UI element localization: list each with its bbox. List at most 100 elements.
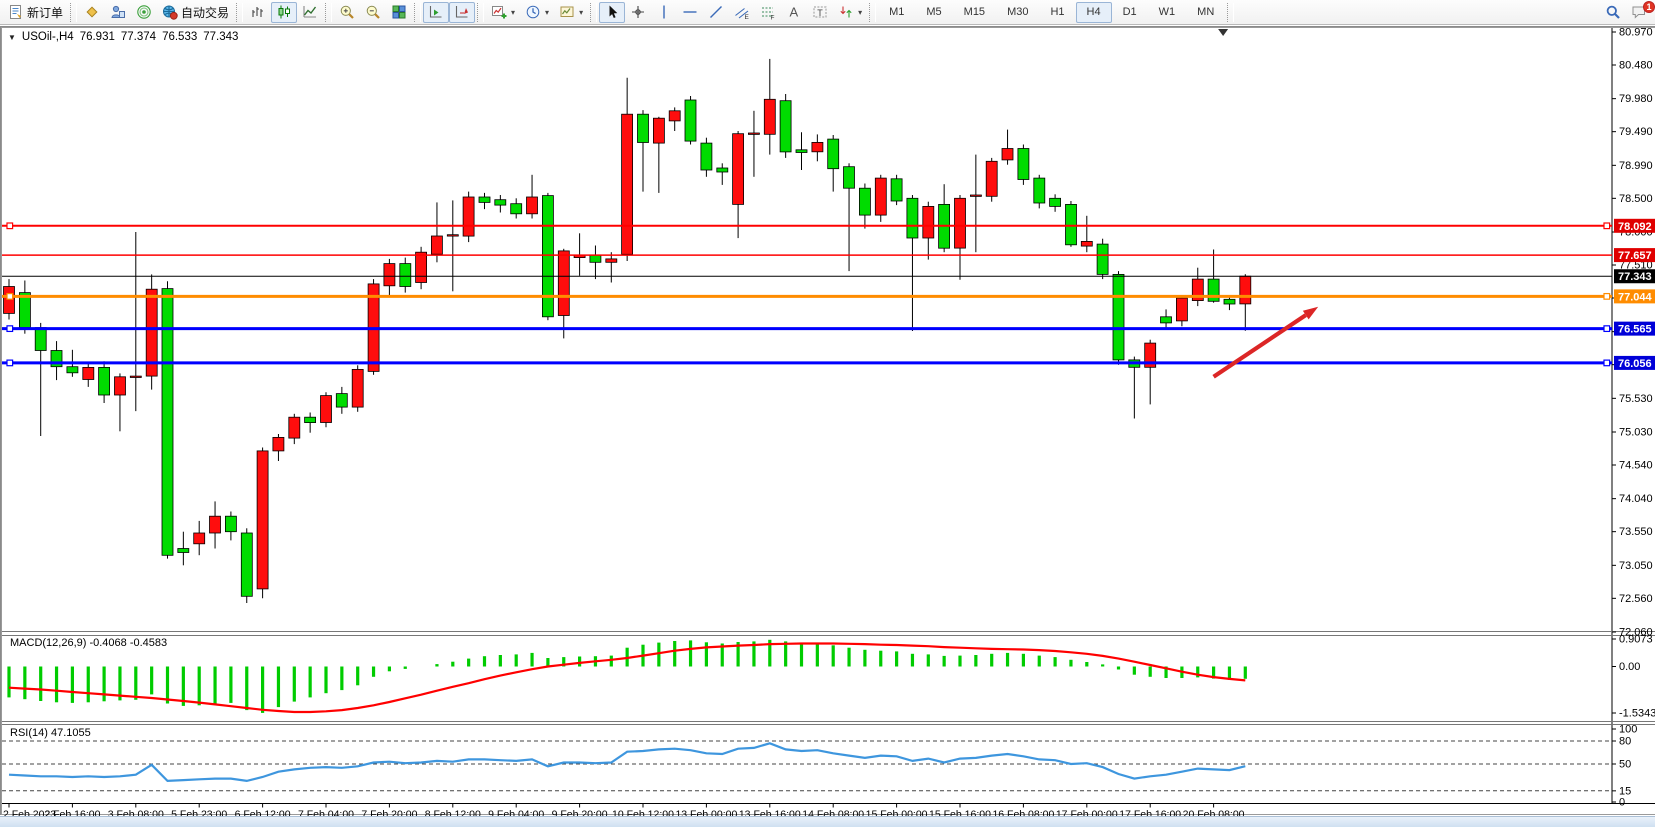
ohlc-close: 77.343 [203,31,239,43]
trendline-button[interactable] [703,2,729,23]
svg-text:77.657: 77.657 [1618,250,1652,262]
svg-text:10 Feb 12:00: 10 Feb 12:00 [612,809,674,817]
svg-text:6 Feb 12:00: 6 Feb 12:00 [235,809,291,817]
chart-shift-button[interactable] [423,1,450,23]
candlestick-button[interactable] [271,1,298,23]
crosshair-button[interactable] [625,2,651,23]
svg-text:F: F [771,15,775,21]
svg-text:75.530: 75.530 [1619,393,1653,405]
line-chart-icon [302,4,318,20]
rsi-panel[interactable] [2,740,1612,792]
label-icon: T [812,4,828,20]
templates-button[interactable]: ▾ [554,2,588,23]
svg-text:72.060: 72.060 [1619,626,1653,638]
fibonacci-button[interactable]: F [755,2,781,23]
shapes-button[interactable]: ▾ [833,2,867,23]
svg-text:73.550: 73.550 [1619,526,1653,538]
hline-button[interactable] [677,2,703,23]
text-button[interactable]: A [781,2,807,23]
new-order-button-label: 新订单 [27,5,64,20]
toolbar-separator [590,2,598,22]
toolbar-separator [325,2,333,22]
svg-text:9 Feb 20:00: 9 Feb 20:00 [552,809,608,817]
macd-axis[interactable]: 0.9073 0.00 -1.5343 [1612,634,1655,720]
indicators-button[interactable]: ▾ [486,2,520,23]
timeframe-m1-button[interactable]: M1 [878,2,915,23]
zoom-out-icon [365,4,381,20]
cursor-icon [604,4,620,20]
svg-text:-1.5343: -1.5343 [1619,707,1655,719]
toolbar-separator [414,2,422,22]
svg-text:80.970: 80.970 [1619,27,1653,39]
bar-chart-button[interactable] [245,2,271,23]
svg-text:0: 0 [1619,797,1625,809]
cursor-button[interactable] [599,1,626,23]
timeframe-mn-button[interactable]: MN [1186,2,1225,23]
svg-text:14 Feb 08:00: 14 Feb 08:00 [802,809,864,817]
toolbar-separator [70,2,78,22]
timeframe-m30-button[interactable]: M30 [996,2,1039,23]
svg-text:0.9073: 0.9073 [1619,634,1653,646]
svg-text:100: 100 [1619,724,1637,736]
svg-text:15: 15 [1619,785,1631,797]
hline-icon [682,4,698,20]
channel-button[interactable]: E [729,2,755,23]
new-order-button[interactable]: 新订单 [3,2,68,23]
line-chart-button[interactable] [297,2,323,23]
svg-text:13 Feb 00:00: 13 Feb 00:00 [675,809,737,817]
label-button[interactable]: T [807,2,833,23]
macd-panel[interactable] [7,639,1247,714]
zoom-in-button[interactable] [334,2,360,23]
strategy-tester-button[interactable] [105,2,131,23]
text-icon: A [786,4,802,20]
trendline-icon [708,4,724,20]
chat-button[interactable]: 1 [1626,0,1655,23]
hline-price-badge: 77.343 [1614,269,1655,284]
toolbar-separator [477,2,485,22]
svg-text:76.565: 76.565 [1618,324,1652,336]
hline-price-badge: 77.657 [1614,248,1655,263]
expand-triangle-icon[interactable]: ▼ [8,32,16,42]
chart-plot[interactable]: 80.970 80.480 79.980 79.490 78.990 78.500 78.0… [1,27,1655,816]
rsi-indicator-label: RSI(14) 47.1055 [10,727,91,739]
timeframe-w1-button[interactable]: W1 [1148,2,1187,23]
svg-text:7 Feb 04:00: 7 Feb 04:00 [298,809,354,817]
hline-price-badge: 77.044 [1614,289,1655,304]
svg-text:80: 80 [1619,735,1631,747]
svg-text:5 Feb 23:00: 5 Feb 23:00 [171,809,227,817]
toolbar-group-right: 1 [1600,0,1655,25]
timeframe-h1-button[interactable]: H1 [1039,2,1075,23]
svg-text:79.490: 79.490 [1619,126,1653,138]
market-watch-button[interactable] [79,2,105,23]
alerts-icon [136,4,152,20]
svg-text:0.00: 0.00 [1619,661,1640,673]
arrow-annotation[interactable] [1212,306,1319,379]
alerts-button[interactable] [131,2,157,23]
auto-scroll-button[interactable] [449,1,476,23]
tile-windows-button[interactable] [386,2,412,23]
svg-text:17 Feb 16:00: 17 Feb 16:00 [1119,809,1181,817]
search-button[interactable] [1600,2,1626,23]
timeframe-m5-button[interactable]: M5 [915,2,952,23]
symbol-period-label: USOil-,H4 [21,31,74,43]
timeframe-d1-button[interactable]: D1 [1112,2,1148,23]
periods-button[interactable]: ▾ [520,2,554,23]
auto-trading-button[interactable]: 自动交易 [157,2,234,23]
hline-objects[interactable] [2,222,1612,367]
chevron-down-icon: ▾ [511,7,516,17]
svg-text:2 Feb 16:00: 2 Feb 16:00 [44,809,100,817]
chart-shift-icon [428,4,444,20]
shift-marker-icon[interactable] [1218,29,1229,36]
candles-series[interactable] [3,58,1252,603]
timeframe-m15-button[interactable]: M15 [953,2,996,23]
vline-button[interactable] [651,2,677,23]
timeframe-m1-button-label: M1 [889,6,905,18]
zoom-out-button[interactable] [360,2,386,23]
toolbar-separator [236,2,244,22]
add-indicator-icon [491,4,507,20]
timeframe-h4-button[interactable]: H4 [1075,1,1112,23]
timeframe-m15-button-label: M15 [963,6,986,18]
toolbar-group-zoom [334,0,412,25]
